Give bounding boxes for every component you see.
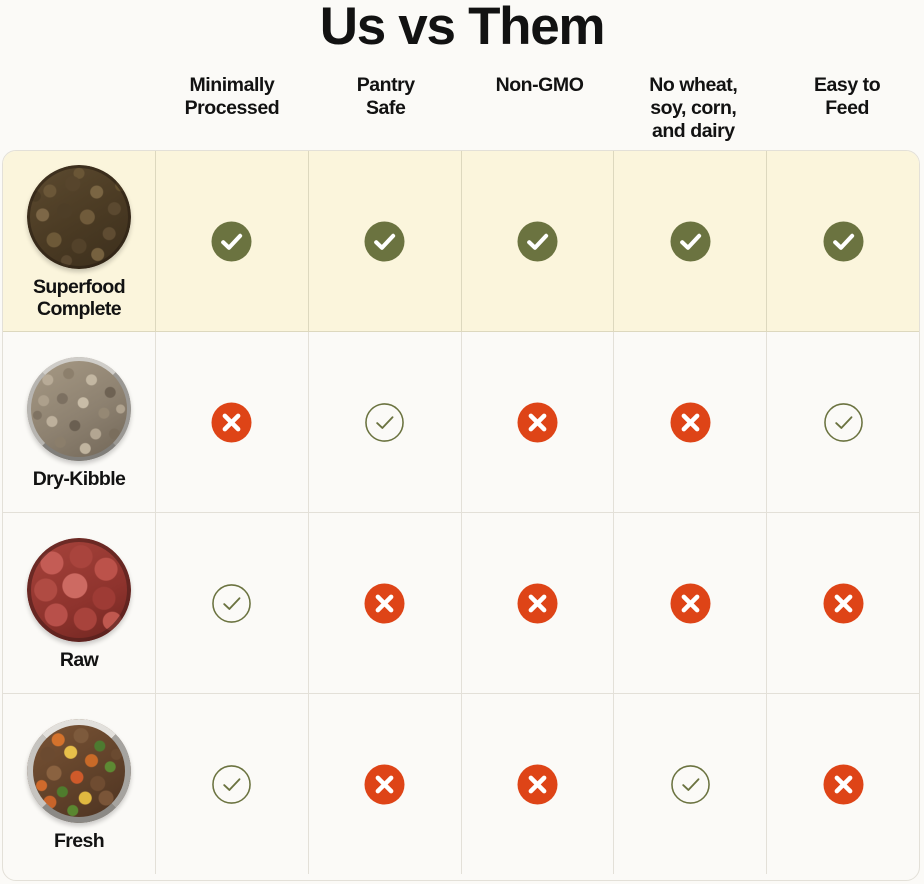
column-header-label: Non-GMO: [495, 74, 584, 96]
cell-raw-pantry-safe: [309, 513, 462, 693]
cell-raw-no-wheat-soy-corn-dairy: [614, 513, 768, 693]
check-outline-icon: [365, 402, 405, 442]
cell-dry-kibble-easy-to-feed: [767, 332, 919, 512]
comparison-table: Superfood Complete: [2, 150, 920, 881]
cross-icon: [517, 763, 558, 805]
table-row: Dry-Kibble: [3, 332, 919, 513]
column-header-pantry-safe: Pantry Safe: [309, 72, 463, 148]
column-header-easy-to-feed: Easy to Feed: [770, 72, 924, 148]
cell-raw-easy-to-feed: [767, 513, 919, 693]
bowl-contents: [27, 537, 131, 642]
product-label: Fresh: [53, 829, 105, 852]
cell-dry-kibble-no-wheat-soy-corn-dairy: [614, 332, 768, 512]
raw-meat-bowl-image: [27, 537, 131, 642]
table-row: Raw: [3, 513, 919, 694]
check-filled-icon: [211, 220, 252, 262]
check-filled-icon: [823, 220, 864, 262]
cell-fresh-pantry-safe: [309, 694, 462, 874]
cross-icon: [364, 582, 405, 624]
product-label: Raw: [59, 648, 99, 671]
product-cell-raw: Raw: [3, 513, 156, 693]
cell-dry-kibble-minimally-processed: [156, 332, 309, 512]
product-label: Superfood Complete: [32, 275, 126, 320]
cell-fresh-easy-to-feed: [767, 694, 919, 874]
cell-fresh-non-gmo: [462, 694, 615, 874]
cross-icon: [670, 401, 711, 443]
cross-icon: [211, 401, 252, 443]
check-filled-icon: [670, 220, 711, 262]
cell-superfood-pantry-safe: [309, 151, 462, 331]
cross-icon: [823, 763, 864, 805]
header-corner-spacer: [0, 72, 155, 148]
check-filled-icon: [517, 220, 558, 262]
cell-fresh-no-wheat-soy-corn-dairy: [614, 694, 768, 874]
column-header-non-gmo: Non-GMO: [463, 72, 617, 148]
cross-icon: [670, 582, 711, 624]
column-header-label: Easy to Feed: [813, 74, 881, 119]
cell-superfood-easy-to-feed: [767, 151, 919, 331]
table-row: Fresh: [3, 694, 919, 874]
bowl-contents: [27, 718, 131, 823]
product-cell-dry-kibble: Dry-Kibble: [3, 332, 156, 512]
cell-superfood-no-wheat-soy-corn-dairy: [614, 151, 768, 331]
fresh-food-bowl-image: [27, 718, 131, 823]
column-header-minimally-processed: Minimally Processed: [155, 72, 309, 148]
superfood-complete-bowl-image: [27, 164, 131, 269]
column-header-label: Minimally Processed: [184, 74, 280, 119]
page-title: Us vs Them: [319, 0, 606, 56]
product-cell-fresh: Fresh: [3, 694, 156, 874]
cell-raw-non-gmo: [462, 513, 615, 693]
cross-icon: [517, 582, 558, 624]
cell-dry-kibble-non-gmo: [462, 332, 615, 512]
bowl-contents: [27, 356, 131, 461]
cross-icon: [517, 401, 558, 443]
dry-kibble-bowl-image: [27, 356, 131, 461]
check-outline-icon: [670, 764, 710, 804]
column-header-no-wheat-soy-corn-dairy: No wheat, soy, corn, and dairy: [616, 72, 770, 148]
cross-icon: [823, 582, 864, 624]
column-header-row: Minimally Processed Pantry Safe Non-GMO …: [0, 72, 924, 148]
product-cell-superfood-complete: Superfood Complete: [3, 151, 156, 331]
cross-icon: [364, 763, 405, 805]
cell-fresh-minimally-processed: [156, 694, 309, 874]
cell-dry-kibble-pantry-safe: [309, 332, 462, 512]
column-header-label: Pantry Safe: [356, 74, 415, 119]
bowl-contents: [27, 164, 131, 269]
product-label: Dry-Kibble: [32, 467, 126, 490]
table-row: Superfood Complete: [3, 151, 919, 332]
column-header-label: No wheat, soy, corn, and dairy: [649, 74, 738, 142]
check-outline-icon: [823, 402, 863, 442]
check-outline-icon: [212, 583, 252, 623]
check-filled-icon: [364, 220, 405, 262]
cell-superfood-non-gmo: [462, 151, 615, 331]
check-outline-icon: [212, 764, 252, 804]
cell-superfood-minimally-processed: [156, 151, 309, 331]
cell-raw-minimally-processed: [156, 513, 309, 693]
